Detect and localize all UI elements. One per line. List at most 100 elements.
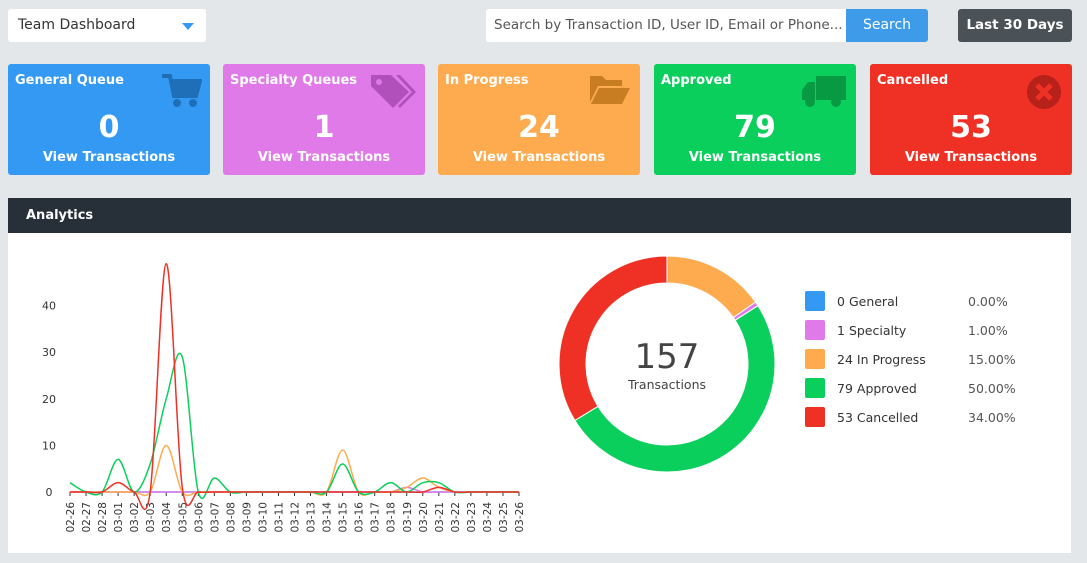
card-link[interactable]: View Transactions	[688, 150, 822, 165]
x-tick-label: 03-19	[402, 502, 414, 533]
legend-percent: 34.00%	[968, 410, 1016, 425]
y-tick-label: 0	[46, 486, 53, 499]
x-tick-label: 03-21	[434, 502, 446, 533]
analytics-header: Analytics	[8, 198, 1071, 233]
truck-icon	[802, 76, 846, 107]
card-title: Cancelled	[877, 73, 949, 88]
donut-slice	[558, 255, 668, 422]
legend-value: 24	[837, 352, 853, 367]
y-tick-label: 40	[42, 300, 56, 313]
legend-value: 79	[837, 381, 853, 396]
card-title: Specialty Queues	[230, 73, 358, 88]
card[interactable]: Approved 79 View Transactions	[654, 64, 856, 175]
legend-entry: 24 In Progress	[837, 352, 926, 367]
card[interactable]: Specialty Queues 1 View Transactions	[223, 64, 425, 175]
card[interactable]: Cancelled 53 View Transactions	[870, 64, 1072, 175]
legend-percent: 0.00%	[968, 294, 1008, 309]
card-title: In Progress	[445, 73, 529, 88]
card-count: 24	[518, 110, 560, 145]
line-series	[69, 444, 519, 497]
legend-value: 0	[837, 294, 845, 309]
legend-value: 53	[837, 410, 853, 425]
x-tick-label: 03-20	[418, 502, 430, 533]
legend-value: 1	[837, 323, 845, 338]
x-tick-label: 03-08	[225, 502, 237, 533]
x-tick-label: 03-22	[450, 502, 462, 533]
x-tick-label: 03-25	[498, 502, 510, 533]
range-button[interactable]: Last 30 Days	[958, 9, 1072, 42]
legend-swatch	[805, 291, 825, 311]
x-tick-label: 03-12	[290, 502, 302, 533]
x-tick-label: 03-13	[306, 502, 318, 533]
analytics-title: Analytics	[26, 208, 94, 223]
donut-slice	[666, 255, 757, 319]
x-tick-label: 03-02	[129, 502, 141, 533]
y-tick-label: 20	[42, 393, 56, 406]
x-tick-label: 03-26	[514, 502, 526, 533]
search-button[interactable]: Search	[846, 9, 928, 42]
x-tick-label: 03-11	[273, 502, 285, 533]
cart-icon	[162, 74, 202, 107]
x-tick-label: 03-18	[386, 502, 398, 533]
folder-icon	[590, 76, 630, 104]
search-placeholder: Search by Transaction ID, User ID, Email…	[494, 17, 843, 33]
cancel-icon	[1027, 75, 1061, 109]
line-series	[69, 262, 519, 511]
x-tick-label: 02-27	[81, 502, 93, 533]
x-tick-label: 03-15	[338, 502, 350, 533]
line-series	[69, 352, 519, 500]
legend-name: Specialty	[849, 323, 907, 338]
legend-swatch	[805, 378, 825, 398]
x-tick-label: 03-09	[241, 502, 253, 533]
x-tick-label: 03-03	[145, 502, 157, 533]
y-tick-label: 30	[42, 346, 56, 359]
x-tick-label: 02-26	[65, 502, 77, 533]
donut-slice	[574, 305, 776, 473]
card-count: 79	[734, 110, 776, 145]
y-tick-label: 10	[42, 439, 56, 452]
legend-percent: 1.00%	[968, 323, 1008, 338]
card[interactable]: In Progress 24 View Transactions	[438, 64, 640, 175]
card-title: General Queue	[15, 73, 124, 88]
legend-entry: 79 Approved	[837, 381, 917, 396]
card[interactable]: General Queue 0 View Transactions	[8, 64, 210, 175]
card-link[interactable]: View Transactions	[472, 150, 606, 165]
legend-name: General	[849, 294, 898, 309]
donut-label: Transactions	[627, 377, 706, 392]
x-tick-label: 03-07	[209, 502, 221, 533]
x-tick-label: 02-28	[97, 502, 109, 533]
x-tick-label: 03-10	[257, 502, 269, 533]
card-title: Approved	[661, 73, 732, 88]
team-select-label: Team Dashboard	[18, 17, 136, 33]
tag-icon	[371, 75, 416, 108]
x-tick-label: 03-04	[161, 502, 173, 533]
x-tick-label: 03-17	[370, 502, 382, 533]
card-link[interactable]: View Transactions	[42, 150, 176, 165]
search-input[interactable]: Search by Transaction ID, User ID, Email…	[486, 9, 846, 42]
card-count: 0	[98, 110, 120, 145]
legend-swatch	[805, 407, 825, 427]
legend-name: Cancelled	[857, 410, 918, 425]
legend-swatch	[805, 349, 825, 369]
card-count: 1	[313, 110, 335, 145]
legend-entry: 53 Cancelled	[837, 410, 918, 425]
team-select[interactable]: Team Dashboard	[8, 9, 206, 42]
x-tick-label: 03-01	[113, 502, 125, 533]
x-tick-label: 03-23	[466, 502, 478, 533]
x-tick-label: 03-06	[193, 502, 205, 533]
card-link[interactable]: View Transactions	[904, 150, 1038, 165]
x-tick-label: 03-05	[177, 502, 189, 533]
x-tick-label: 03-24	[482, 502, 494, 533]
dropdown-arrow	[182, 23, 194, 30]
legend-percent: 50.00%	[968, 381, 1016, 396]
legend-entry: 0 General	[837, 294, 898, 309]
x-tick-label: 03-16	[354, 502, 366, 533]
legend-name: Approved	[857, 381, 917, 396]
card-count: 53	[950, 110, 992, 145]
x-tick-label: 03-14	[322, 502, 334, 533]
legend-swatch	[805, 320, 825, 340]
card-link[interactable]: View Transactions	[257, 150, 391, 165]
legend-entry: 1 Specialty	[837, 323, 907, 338]
